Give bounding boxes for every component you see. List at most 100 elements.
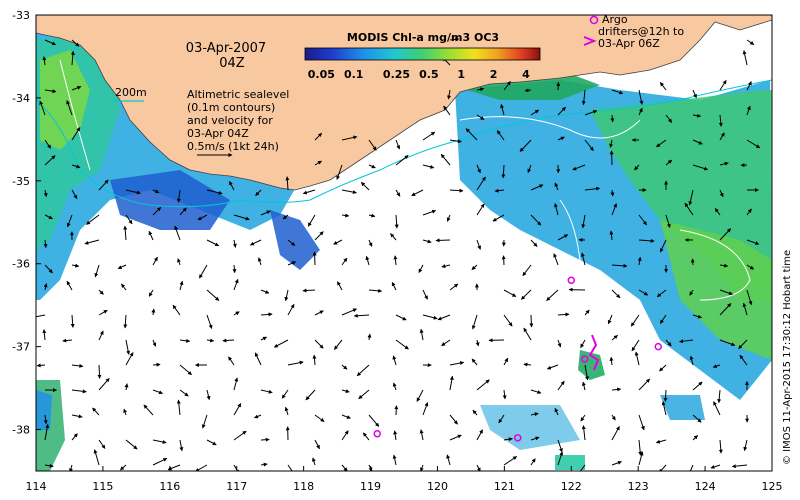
velocity-arrow: [496, 130, 505, 141]
velocity-arrow: [151, 308, 156, 316]
velocity-arrow: [148, 230, 154, 241]
velocity-arrow: [611, 263, 628, 268]
x-tick-label: 122: [561, 480, 582, 493]
velocity-arrow: [42, 329, 47, 341]
velocity-arrow: [719, 132, 725, 141]
velocity-arrow: [92, 407, 100, 416]
velocity-arrow: [581, 214, 586, 229]
velocity-arrow: [572, 164, 586, 171]
velocity-arrow: [287, 303, 295, 316]
velocity-arrow: [580, 252, 586, 266]
velocity-arrow: [684, 202, 694, 216]
velocity-arrow: [391, 281, 397, 291]
velocity-arrow: [554, 407, 559, 416]
argo-float-marker: [654, 342, 663, 351]
velocity-arrow: [71, 414, 83, 419]
velocity-arrow: [584, 186, 601, 191]
velocity-arrow: [260, 289, 270, 294]
y-tick-label: -37: [12, 341, 30, 354]
velocity-arrow: [441, 264, 451, 269]
velocity-arrow: [314, 339, 324, 349]
velocity-arrow: [440, 153, 451, 166]
velocity-arrow: [718, 439, 723, 454]
velocity-arrow: [206, 289, 220, 301]
velocity-arrow: [471, 264, 478, 271]
velocity-arrow: [472, 409, 478, 416]
velocity-arrow: [314, 160, 322, 166]
x-tick-label: 121: [494, 480, 515, 493]
velocity-arrow: [98, 439, 106, 449]
velocity-arrow: [503, 357, 509, 366]
velocity-arrow: [659, 314, 667, 324]
velocity-arrow: [281, 389, 289, 399]
velocity-arrow: [422, 314, 438, 320]
velocity-arrow: [521, 289, 532, 300]
velocity-arrow: [44, 39, 57, 46]
velocity-arrow: [71, 127, 81, 141]
velocity-arrow: [422, 239, 432, 244]
velocity-arrow: [476, 87, 485, 92]
x-tick-label: 124: [695, 480, 716, 493]
velocity-arrow: [611, 414, 616, 421]
velocity-arrow: [665, 339, 672, 347]
x-tick-label: 115: [92, 480, 113, 493]
argo-track-legend-icon: [583, 36, 597, 46]
velocity-arrow: [123, 225, 128, 241]
velocity-arrow: [471, 314, 478, 330]
velocity-arrow: [66, 100, 73, 116]
velocity-arrow: [94, 264, 100, 278]
velocity-arrow: [152, 207, 162, 216]
velocity-arrow: [553, 253, 559, 266]
argo-legend-line-0: Argo: [602, 13, 628, 26]
velocity-arrow: [43, 189, 48, 198]
velocity-arrow: [692, 89, 697, 99]
velocity-arrow: [692, 314, 702, 319]
velocity-arrow: [638, 214, 647, 226]
velocity-arrow: [392, 454, 397, 466]
velocity-arrow: [638, 378, 651, 391]
velocity-arrow: [494, 188, 505, 193]
velocity-arrow: [254, 352, 262, 366]
velocity-arrow: [422, 402, 429, 416]
velocity-arrow: [611, 289, 621, 299]
velocity-arrow: [233, 214, 250, 221]
velocity-arrow: [476, 429, 483, 441]
velocity-arrow: [260, 389, 273, 394]
velocity-arrow: [228, 356, 235, 366]
velocity-arrow: [260, 210, 271, 216]
velocity-arrow: [530, 109, 540, 116]
velocity-arrow: [631, 339, 640, 352]
velocity-arrow: [356, 364, 370, 377]
velocity-arrow: [365, 255, 370, 266]
velocity-arrow: [152, 339, 157, 347]
velocity-arrow: [738, 339, 748, 349]
credit-text: © IMOS 11-Apr-2015 17:30:12 Hobart time: [782, 250, 793, 465]
velocity-arrow: [62, 338, 73, 343]
velocity-arrow: [197, 214, 208, 221]
argo-float-marker: [513, 434, 522, 442]
velocity-arrow: [689, 289, 694, 296]
velocity-arrow: [44, 463, 54, 468]
velocity-arrow: [233, 377, 239, 391]
velocity-arrow: [71, 389, 87, 394]
argo-legend-marker: [589, 15, 599, 25]
velocity-arrow: [637, 256, 642, 266]
velocity-arrow: [581, 425, 586, 441]
velocity-arrow: [742, 302, 748, 316]
velocity-arrow: [341, 414, 351, 419]
argo-float-marker: [567, 276, 576, 285]
velocity-arrow: [232, 239, 237, 248]
velocity-arrow: [44, 423, 50, 441]
velocity-arrow: [449, 37, 460, 42]
velocity-arrow: [98, 179, 109, 191]
velocity-arrow: [121, 283, 127, 291]
velocity-arrow: [580, 414, 586, 422]
velocity-arrow: [638, 89, 644, 105]
depth-contour-200m: [36, 79, 772, 208]
velocity-arrow: [86, 214, 100, 225]
velocity-arrow: [609, 356, 614, 366]
velocity-arrow: [611, 203, 617, 216]
velocity-arrow: [449, 283, 459, 291]
velocity-arrow: [665, 159, 673, 166]
